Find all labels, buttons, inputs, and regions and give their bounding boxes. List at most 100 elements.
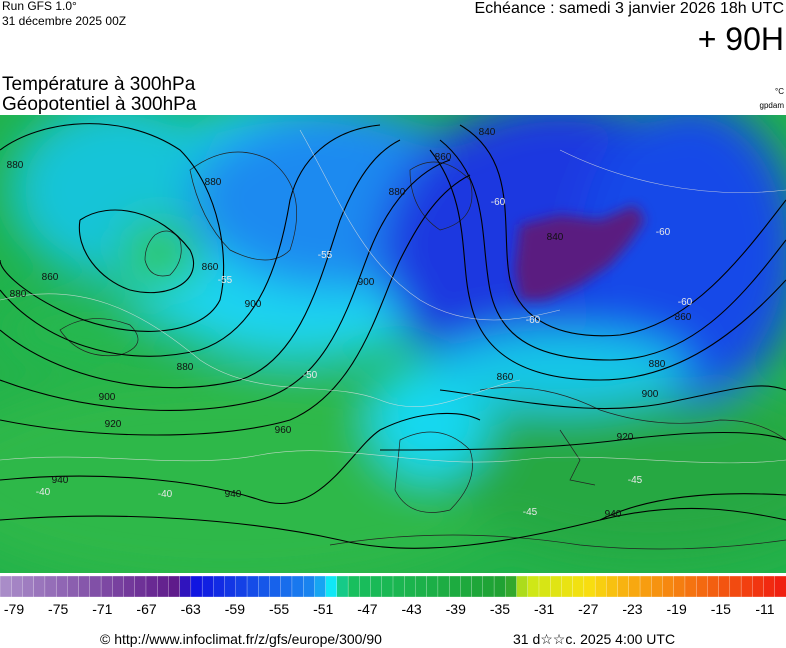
colorbar-swatch — [258, 575, 270, 598]
temperature-label: -60 — [678, 297, 693, 308]
colorbar-label: -59 — [225, 601, 245, 617]
colorbar-label: -51 — [313, 601, 333, 617]
colorbar-label: -35 — [490, 601, 510, 617]
colorbar-swatch — [67, 575, 80, 598]
colorbar-label: -23 — [622, 601, 642, 617]
colorbar-swatch — [134, 575, 147, 598]
colorbar-swatch — [280, 575, 293, 598]
colorbar-swatch — [314, 575, 327, 598]
copyright: © http://www.infoclimat.fr/z/gfs/europe/… — [100, 631, 382, 647]
temperature-label: -45 — [628, 475, 643, 486]
colorbar-swatch — [213, 575, 226, 598]
colorbar-swatch — [426, 575, 439, 598]
colorbar-swatch — [707, 575, 720, 598]
temperature-label: -40 — [158, 489, 173, 500]
colorbar-label: -15 — [711, 601, 731, 617]
title-geopotential: Géopotentiel à 300hPa — [2, 94, 197, 115]
geopotential-label: 940 — [225, 489, 242, 500]
colorbar-swatch — [493, 575, 506, 598]
geopotential-label: 880 — [205, 177, 222, 188]
geopotential-label: 900 — [99, 392, 116, 403]
geopotential-label: 900 — [358, 277, 375, 288]
colorbar-label: -39 — [446, 601, 466, 617]
unit-geopotential: gpdam — [760, 101, 785, 110]
colorbar-swatch — [325, 575, 338, 598]
colorbar-swatch — [583, 575, 596, 598]
colorbar-swatch — [594, 575, 607, 598]
colorbar-swatch — [235, 575, 248, 598]
unit-temperature: °C — [775, 87, 784, 96]
title-temperature: Température à 300hPa — [2, 74, 196, 95]
geopotential-label: 840 — [547, 232, 564, 243]
temperature-label: -55 — [318, 250, 333, 261]
geopotential-label: 860 — [435, 152, 452, 163]
colorbar-swatch — [392, 575, 405, 598]
colorbar-swatch — [415, 575, 428, 598]
geopotential-label: 880 — [10, 289, 27, 300]
geopotential-label: 860 — [675, 312, 692, 323]
echeance: Echéance : samedi 3 janvier 2026 18h UTC — [474, 0, 784, 17]
temperature-label-layer: -55 -60 -60 -60 -60 -45 -45 -40 -40 -50 -55 — [36, 197, 693, 518]
colorbar-label: -79 — [4, 601, 24, 617]
colorbar-label: -27 — [578, 601, 598, 617]
colorbar-swatch — [190, 575, 203, 598]
colorbar-label: -31 — [534, 601, 554, 617]
colorbar-label: -63 — [181, 601, 201, 617]
colorbar-swatch — [471, 575, 484, 598]
colorbar-swatch — [44, 575, 57, 598]
colorbar-label: -43 — [401, 601, 421, 617]
colorbar-swatch — [651, 575, 663, 598]
geopotential-label: 880 — [389, 187, 406, 198]
colorbar-label: -67 — [136, 601, 156, 617]
geopotential-label: 880 — [649, 359, 666, 370]
colorbar-swatch — [291, 575, 304, 598]
colorbar-swatch — [550, 575, 562, 598]
colorbar-swatch — [0, 575, 12, 598]
colorbar-swatch — [460, 575, 473, 598]
temperature-label: -40 — [36, 487, 51, 498]
colorbar-swatch — [347, 575, 360, 598]
temperature-label: -45 — [523, 507, 538, 518]
coastlines — [59, 151, 786, 550]
temperature-label: -50 — [303, 370, 318, 381]
colorbar-label: -75 — [48, 601, 68, 617]
colorbar-swatch — [201, 575, 214, 598]
colorbar-swatch — [606, 575, 619, 598]
colorbar-swatch — [89, 575, 102, 598]
geopotential-label: 860 — [202, 262, 219, 273]
colorbar-swatch — [157, 575, 169, 598]
isotherms — [0, 129, 786, 464]
geopotential-label: 940 — [52, 475, 69, 486]
cold-core — [515, 205, 645, 300]
colorbar-swatch — [246, 575, 259, 598]
geopotential-label: 920 — [105, 419, 122, 430]
temperature-label: -60 — [656, 227, 671, 238]
temperature-label: -55 — [218, 275, 233, 286]
run-label: Run GFS 1.0° — [2, 0, 77, 13]
colorbar-swatch — [673, 575, 686, 598]
map: 880 860 880 900 920 940 940 960 900 900 860 880 900 9… — [0, 115, 786, 573]
colorbar-swatch — [269, 575, 282, 598]
colorbar-swatch — [359, 575, 371, 598]
colorbar-swatch — [303, 575, 315, 598]
geopotential-label: 860 — [497, 372, 514, 383]
colorbar-swatch — [628, 575, 641, 598]
run-date: 31 décembre 2025 00Z — [2, 14, 126, 28]
colorbar-swatch — [684, 575, 697, 598]
colorbar-swatch — [145, 575, 158, 598]
colorbar-label: -71 — [92, 601, 112, 617]
temperature-label: -60 — [526, 315, 541, 326]
colorbar-label: -11 — [755, 601, 774, 617]
colorbar-swatch — [561, 575, 574, 598]
geopotential-label: 880 — [177, 362, 194, 373]
geopotential-label: 900 — [642, 389, 659, 400]
colorbar-swatch — [538, 575, 551, 598]
colorbar-label: -55 — [269, 601, 289, 617]
colorbar-swatch — [752, 575, 764, 598]
colorbar-swatch — [763, 575, 776, 598]
geopotential-contours — [0, 123, 786, 549]
temperature-label: -60 — [491, 197, 506, 208]
colorbar-swatch — [662, 575, 675, 598]
